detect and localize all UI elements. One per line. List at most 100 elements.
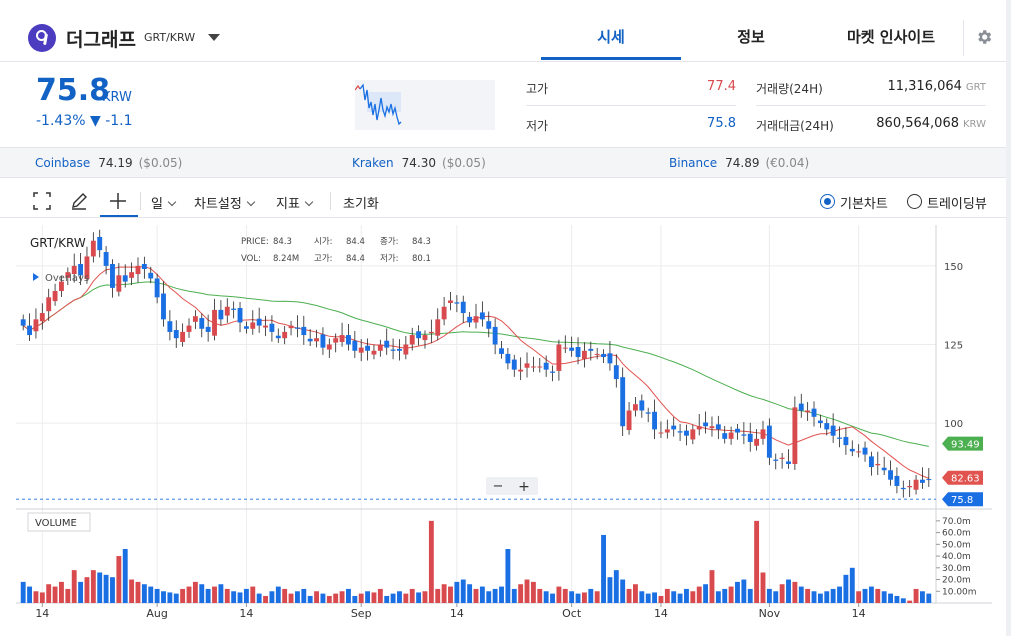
candle-body xyxy=(830,425,836,436)
exchange-prices-bar: Coinbase 74.19 ($0.05) Kraken 74.30 ($0.05) … xyxy=(0,147,1006,178)
candle-body xyxy=(269,323,275,332)
candle-body xyxy=(779,457,785,459)
exchange-coinbase[interactable]: Coinbase 74.19 ($0.05) xyxy=(35,156,182,170)
x-axis-tick-label: 14 xyxy=(239,607,253,620)
ma-long-badge: 93.49 xyxy=(951,440,980,451)
volume-bar xyxy=(588,588,594,603)
candle-body xyxy=(473,316,479,323)
chart-settings-select[interactable]: 차트설정 xyxy=(194,193,256,212)
coin-name[interactable]: 더그래프 xyxy=(66,29,136,51)
candle-body xyxy=(786,461,791,464)
volume-bar xyxy=(856,591,862,603)
candle-body xyxy=(856,451,862,453)
candle-body xyxy=(275,335,281,339)
volume-bar xyxy=(192,581,198,603)
volume-bar xyxy=(837,586,842,603)
gear-icon[interactable] xyxy=(975,28,993,46)
volume-bar xyxy=(607,577,613,603)
turnover-label: 거래대금(24H) xyxy=(756,119,834,133)
volume-bar xyxy=(441,584,447,603)
volume-bar xyxy=(773,591,779,603)
candle-body xyxy=(231,308,237,310)
period-select[interactable]: 일 xyxy=(151,193,177,212)
tab-info[interactable]: 정보 xyxy=(737,28,765,46)
volume-bar xyxy=(314,591,319,603)
price-change: -1.43% ▼ -1.1 xyxy=(36,113,133,129)
volume-bar xyxy=(346,588,351,603)
candle-body xyxy=(505,353,511,364)
tab-market-insight[interactable]: 마켓 인사이트 xyxy=(846,28,936,46)
tradingview-radio[interactable]: 트레이딩뷰 xyxy=(907,193,987,212)
candle-body xyxy=(441,306,447,320)
volume-axis-tick-label: 30.0m xyxy=(942,564,971,574)
volume-bar xyxy=(250,586,256,603)
indicators-select[interactable]: 지표 xyxy=(276,193,314,212)
volume-bar xyxy=(39,592,45,603)
volume-axis-tick-label: 50.0m xyxy=(942,540,971,550)
turnover-unit: KRW xyxy=(963,119,986,130)
candle-body xyxy=(365,345,371,351)
x-axis-tick-label: 14 xyxy=(35,607,49,620)
exchange-kraken[interactable]: Kraken 74.30 ($0.05) xyxy=(352,156,486,170)
volume-bar xyxy=(390,593,396,603)
candle-body xyxy=(46,297,52,312)
exchange-binance[interactable]: Binance 74.89 (€0.04) xyxy=(669,156,809,170)
candle-body xyxy=(199,318,205,329)
volume-bar xyxy=(715,591,721,603)
ohlc-info-text: PRICE: xyxy=(241,237,269,247)
fullscreen-icon[interactable] xyxy=(33,192,51,210)
candle-body xyxy=(377,344,383,351)
candle-body xyxy=(116,275,122,292)
volume-bar xyxy=(46,584,52,603)
candle-body xyxy=(84,256,90,280)
chevron-down-icon[interactable] xyxy=(208,34,220,41)
candle-body xyxy=(875,463,881,466)
volume-bar xyxy=(703,584,709,603)
reset-button[interactable]: 초기화 xyxy=(343,197,379,212)
volume-bar xyxy=(435,588,441,603)
basic-chart-radio[interactable]: 기본차트 xyxy=(820,193,888,212)
y-axis-tick-label: 100 xyxy=(944,419,963,430)
chart-background xyxy=(16,225,992,636)
candle-body xyxy=(728,432,734,439)
volume-bar xyxy=(805,588,811,603)
volume-bar xyxy=(416,592,422,603)
volume-bar xyxy=(141,584,147,603)
candle-body xyxy=(110,263,115,288)
candle-body xyxy=(135,265,141,275)
candle-body xyxy=(601,353,606,358)
candle-body xyxy=(843,436,849,446)
coin-pair[interactable]: GRT/KRW xyxy=(144,31,196,44)
volume-bar xyxy=(900,598,906,603)
candle-body xyxy=(27,325,33,336)
ohlc-info-text: 84.4 xyxy=(346,237,365,247)
high-value: 77.4 xyxy=(707,79,736,94)
candle-body xyxy=(824,423,830,430)
volume-label: 거래량(24H) xyxy=(756,82,823,96)
candle-body xyxy=(186,325,192,332)
candle-body xyxy=(677,431,683,433)
candle-body xyxy=(543,362,549,370)
change-percent: -1.43% xyxy=(36,113,86,129)
tab-price[interactable]: 시세 xyxy=(541,20,681,60)
candle-body xyxy=(562,347,568,349)
candle-body xyxy=(97,236,103,251)
candle-body xyxy=(760,429,766,439)
candle-body xyxy=(346,335,351,345)
ma-long-badge-shape xyxy=(942,436,983,451)
volume-bar xyxy=(320,593,326,603)
volume-bar xyxy=(779,584,785,603)
crosshair-icon[interactable] xyxy=(109,192,127,210)
exchange-name: Binance xyxy=(669,156,718,170)
pencil-icon[interactable] xyxy=(70,192,88,210)
candle-body xyxy=(403,344,409,355)
volume-bar xyxy=(422,591,428,603)
volume-bar xyxy=(677,593,683,603)
volume-bar xyxy=(122,549,128,603)
volume-bar xyxy=(486,591,492,603)
candle-body xyxy=(409,335,415,345)
volume-bar xyxy=(428,520,434,603)
volume-bar xyxy=(492,588,498,603)
volume-bar xyxy=(20,581,26,603)
